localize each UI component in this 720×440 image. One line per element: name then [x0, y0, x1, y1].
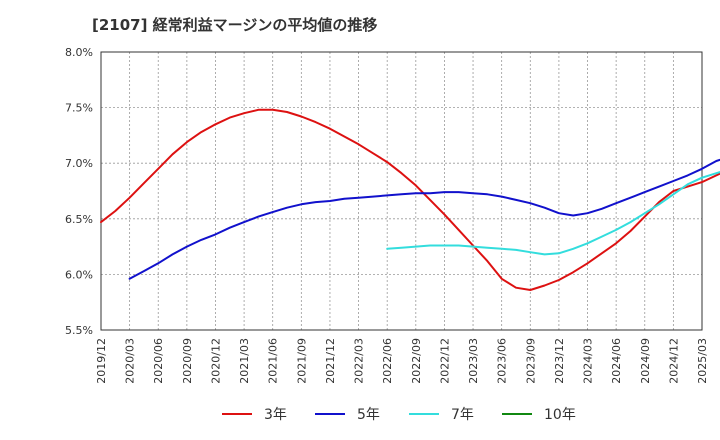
x-tick-label: 2023/09 — [524, 338, 537, 384]
x-tick-label: 2022/06 — [381, 338, 394, 384]
x-tick-label: 2024/09 — [639, 338, 652, 384]
series-line-3 — [386, 171, 720, 256]
y-tick-label: 6.0% — [65, 268, 93, 281]
legend-label-4: 10年 — [544, 407, 576, 423]
chart-title: [2107] 経常利益マージンの平均値の推移 — [92, 16, 378, 34]
x-tick-label: 2019/12 — [95, 338, 108, 384]
legend-label-3: 7年 — [451, 407, 474, 423]
x-tick-label: 2023/06 — [496, 338, 509, 384]
x-tick-label: 2023/12 — [553, 338, 566, 384]
y-tick-label: 7.0% — [65, 157, 93, 170]
x-tick-label: 2020/12 — [209, 338, 222, 384]
legend-label-1: 3年 — [264, 407, 287, 423]
y-tick-label: 6.5% — [65, 213, 93, 226]
x-tick-label: 2022/09 — [410, 338, 423, 384]
x-tick-label: 2024/03 — [582, 338, 595, 384]
x-tick-label: 2020/03 — [124, 338, 137, 384]
x-tick-label: 2021/12 — [324, 338, 337, 384]
x-tick-label: 2024/12 — [667, 338, 680, 384]
x-tick-label: 2022/03 — [353, 338, 366, 384]
plot-frame — [100, 51, 703, 331]
x-tick-label: 2021/06 — [267, 338, 280, 384]
x-tick-label: 2022/12 — [438, 338, 451, 384]
y-tick-label: 5.5% — [65, 324, 93, 337]
x-tick-label: 2021/03 — [238, 338, 251, 384]
y-tick-label: 8.0% — [65, 46, 93, 59]
x-tick-label: 2025/03 — [696, 338, 709, 384]
series-line-2 — [128, 158, 720, 280]
y-tick-label: 7.5% — [65, 102, 93, 115]
x-tick-label: 2024/06 — [610, 338, 623, 384]
x-tick-label: 2023/03 — [467, 338, 480, 384]
x-tick-label: 2020/06 — [152, 338, 165, 384]
x-tick-label: 2021/09 — [295, 338, 308, 384]
x-tick-label: 2020/09 — [181, 338, 194, 384]
series-line-1 — [100, 108, 720, 291]
legend-label-2: 5年 — [357, 407, 380, 423]
